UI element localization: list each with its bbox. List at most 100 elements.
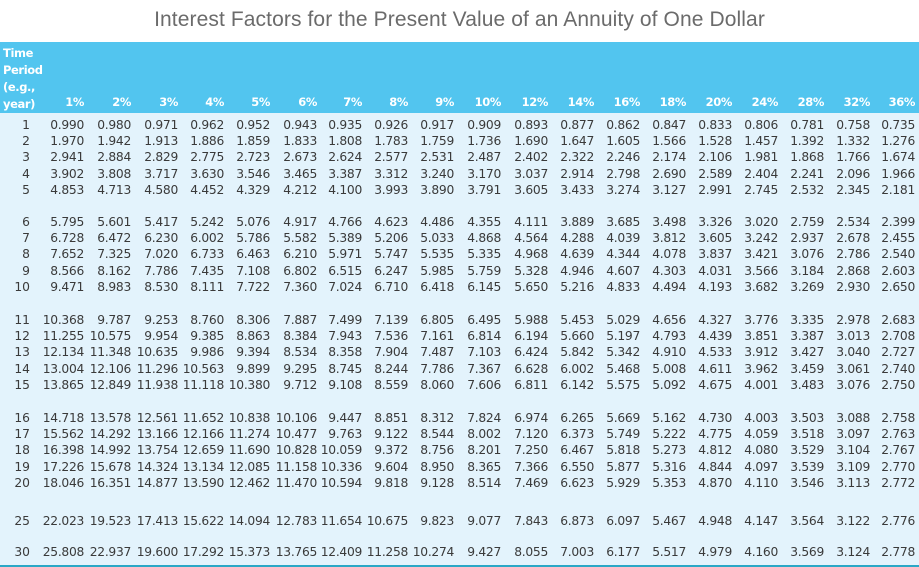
period-cell: 15 [14, 377, 30, 392]
factor-cell: 5.660 [560, 329, 594, 344]
period-cell: 9 [22, 263, 30, 278]
factor-cell: 6.210 [283, 247, 317, 262]
factor-cell: 5.971 [328, 247, 362, 262]
factor-cell: 13.166 [136, 427, 179, 442]
factor-cell: 2.404 [744, 166, 778, 181]
rate-column-header: 2% [112, 95, 131, 109]
factor-cell: 3.459 [790, 361, 824, 376]
factor-cell: 1.766 [836, 150, 870, 165]
factor-cell: 8.055 [514, 545, 548, 559]
factor-cell: 2.937 [790, 231, 824, 246]
factor-cell: 2.767 [881, 443, 915, 458]
factor-cell: 0.926 [374, 118, 408, 132]
factor-cell: 3.566 [744, 263, 778, 278]
factor-cell: 9.787 [97, 313, 131, 327]
factor-cell: 14.718 [42, 411, 85, 425]
factor-cell: 2.727 [881, 345, 915, 360]
table-row: 12 11.255 10.575 9.954 9.385 8.863 8.384 7.943 7… [0, 329, 919, 345]
period-cell: 13 [14, 345, 30, 360]
factor-cell: 8.306 [236, 313, 270, 327]
factor-cell: 6.515 [328, 263, 362, 278]
table-row: 10 9.471 8.983 8.530 8.111 7.722 7.360 7.024 6.7… [0, 280, 919, 296]
table-row: 17 15.562 14.292 13.166 12.166 11.274 10.477 9.… [0, 427, 919, 443]
factor-cell: 8.244 [374, 361, 408, 376]
factor-cell: 1.759 [420, 134, 454, 149]
factor-cell: 7.469 [514, 475, 548, 490]
factor-cell: 1.868 [790, 150, 824, 165]
factor-cell: 4.327 [698, 313, 732, 327]
rate-column-header: 20% [705, 95, 733, 109]
factor-cell: 5.517 [652, 545, 686, 559]
rate-column-header: 5% [251, 95, 270, 109]
factor-cell: 6.467 [560, 443, 594, 458]
factor-cell: 5.316 [652, 459, 686, 474]
factor-cell: 14.992 [89, 443, 132, 458]
factor-cell: 8.002 [467, 427, 501, 442]
factor-cell: 5.162 [652, 411, 686, 425]
table-row: 16 14.718 13.578 12.561 11.652 10.838 10.106 9.… [0, 411, 919, 427]
factor-cell: 2.345 [836, 182, 870, 197]
rate-column-header: 36% [888, 95, 916, 109]
factor-cell: 10.838 [228, 411, 271, 425]
factor-cell: 4.080 [744, 443, 778, 458]
factor-cell: 6.142 [560, 377, 594, 392]
table-row: 5 4.853 4.713 4.580 4.452 4.329 4.212 4.100 3.99… [0, 183, 919, 199]
table-row: 20 18.046 16.351 14.877 13.590 12.462 11.470 10… [0, 476, 919, 492]
factor-cell: 3.104 [836, 443, 870, 458]
table-row: 4 3.902 3.808 3.717 3.630 3.546 3.465 3.387 3.31… [0, 167, 919, 183]
annuity-table: Time Period (e.g., year) 1% 2% 3% 4% 5% 6% 7% 8… [0, 42, 919, 567]
factor-cell: 1.966 [881, 166, 915, 181]
factor-cell: 2.534 [836, 215, 870, 229]
factor-cell: 15.678 [89, 459, 132, 474]
factor-cell: 1.783 [374, 134, 408, 149]
factor-cell: 3.993 [374, 182, 408, 197]
rate-column-header: 9% [435, 95, 454, 109]
factor-cell: 4.494 [652, 279, 686, 294]
factor-cell: 6.247 [374, 263, 408, 278]
factor-cell: 3.088 [836, 411, 870, 425]
table-row: 8 7.652 7.325 7.020 6.733 6.463 6.210 5.971 5.74… [0, 247, 919, 263]
factor-cell: 3.387 [790, 329, 824, 344]
table-row: 11 10.368 9.787 9.253 8.760 8.306 7.887 7.499 7.… [0, 313, 919, 329]
factor-cell: 5.008 [652, 361, 686, 376]
factor-cell: 2.181 [881, 182, 915, 197]
period-cell: 1 [22, 118, 30, 132]
factor-cell: 6.628 [514, 361, 548, 376]
factor-cell: 10.563 [182, 361, 225, 376]
factor-cell: 1.736 [467, 134, 501, 149]
table-row: 14 13.004 12.106 11.296 10.563 9.899 9.295 8.74… [0, 362, 919, 378]
factor-cell: 5.453 [560, 313, 594, 327]
factor-cell: 4.193 [698, 279, 732, 294]
factor-cell: 8.566 [50, 263, 84, 278]
factor-cell: 22.937 [89, 545, 132, 559]
factor-cell: 11.118 [182, 377, 225, 392]
period-cell: 4 [22, 166, 30, 181]
factor-cell: 3.529 [790, 443, 824, 458]
factor-cell: 5.206 [374, 231, 408, 246]
factor-cell: 3.851 [744, 329, 778, 344]
factor-cell: 3.242 [744, 231, 778, 246]
period-cell: 5 [22, 182, 30, 197]
table-header: Time Period (e.g., year) 1% 2% 3% 4% 5% 6% 7% 8… [0, 42, 919, 113]
factor-cell: 6.802 [283, 263, 317, 278]
factor-cell: 13.754 [136, 443, 179, 458]
time-period-header-line: year) [3, 97, 35, 111]
factor-cell: 4.100 [328, 182, 362, 197]
factor-cell: 5.786 [236, 231, 270, 246]
factor-cell: 2.776 [881, 514, 915, 528]
factor-cell: 3.335 [790, 313, 824, 327]
factor-cell: 3.240 [420, 166, 454, 181]
factor-cell: 5.092 [652, 377, 686, 392]
factor-cell: 2.770 [881, 459, 915, 474]
factor-cell: 5.467 [652, 514, 686, 528]
factor-cell: 6.002 [560, 361, 594, 376]
factor-cell: 6.002 [190, 231, 224, 246]
factor-cell: 9.471 [50, 279, 84, 294]
factor-cell: 2.603 [881, 263, 915, 278]
factor-cell: 4.003 [744, 411, 778, 425]
factor-cell: 11.690 [228, 443, 271, 458]
factor-cell: 4.001 [744, 377, 778, 392]
factor-cell: 0.893 [514, 118, 548, 132]
factor-cell: 5.029 [606, 313, 640, 327]
factor-cell: 11.158 [275, 459, 318, 474]
